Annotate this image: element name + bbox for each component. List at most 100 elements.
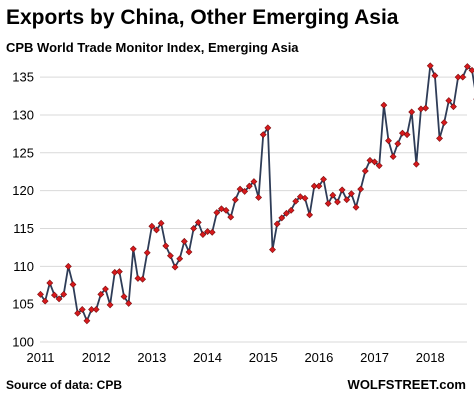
data-point	[143, 249, 151, 257]
data-point	[153, 226, 160, 234]
data-point	[408, 108, 416, 116]
chart-subtitle: CPB World Trade Monitor Index, Emerging …	[6, 40, 299, 55]
data-point	[92, 306, 100, 313]
data-point	[55, 295, 63, 303]
data-point	[134, 275, 142, 282]
data-point	[403, 131, 411, 139]
series-line	[39, 64, 474, 322]
data-point	[69, 281, 77, 288]
x-axis-ticks: 2011 2012 2013 2014 2015 2016 2017 2018	[27, 350, 445, 365]
y-tick-label: 110	[13, 259, 34, 274]
data-point	[236, 185, 244, 193]
data-point	[343, 196, 351, 204]
data-point	[241, 187, 249, 195]
data-point	[41, 297, 49, 305]
brand-logo-text: WOLFSTREET.com	[347, 377, 466, 392]
x-tick-label: 2012	[82, 350, 111, 365]
data-point	[296, 193, 304, 201]
data-point	[115, 268, 123, 276]
data-point	[250, 178, 258, 185]
data-point	[463, 63, 471, 70]
data-point	[320, 175, 327, 183]
y-tick-label: 120	[12, 183, 34, 198]
data-point	[334, 198, 341, 206]
data-point	[259, 131, 267, 139]
data-point	[468, 66, 474, 74]
data-point	[269, 246, 276, 254]
data-point	[64, 262, 72, 270]
data-point	[190, 225, 198, 232]
data-point	[157, 219, 165, 227]
x-tick-label: 2015	[249, 350, 278, 365]
data-point	[459, 73, 467, 81]
data-point	[426, 62, 434, 70]
data-point	[357, 185, 365, 193]
source-note: Source of data: CPB	[6, 378, 123, 392]
y-tick-label: 135	[12, 70, 34, 85]
data-point	[60, 290, 68, 298]
grid-lines	[40, 76, 467, 343]
data-point	[287, 206, 295, 214]
data-point	[324, 200, 332, 207]
data-point	[454, 73, 462, 81]
data-point	[361, 167, 369, 175]
data-point	[282, 209, 290, 217]
data-point	[222, 206, 230, 214]
data-point	[166, 252, 174, 260]
data-point	[176, 255, 184, 263]
data-point	[227, 213, 235, 221]
data-point	[310, 182, 318, 190]
data-point	[273, 220, 281, 228]
data-point	[162, 242, 170, 250]
data-point	[436, 135, 443, 142]
data-point	[329, 191, 337, 199]
y-tick-label: 105	[12, 297, 34, 312]
data-point	[431, 72, 439, 80]
data-point	[204, 228, 211, 235]
data-point	[315, 182, 323, 190]
x-tick-label: 2014	[193, 350, 222, 365]
data-point	[125, 299, 133, 307]
data-points	[37, 62, 474, 325]
data-point	[385, 137, 392, 145]
data-point	[352, 203, 360, 211]
data-point	[389, 153, 397, 161]
x-tick-label: 2016	[304, 350, 333, 365]
data-point	[347, 190, 355, 198]
x-tick-label: 2018	[416, 350, 445, 365]
data-point	[264, 124, 272, 132]
data-point	[88, 306, 95, 313]
data-point	[97, 290, 105, 298]
data-point	[422, 104, 430, 112]
y-tick-label: 125	[12, 145, 34, 160]
x-tick-label: 2017	[360, 350, 389, 365]
data-point	[380, 101, 388, 109]
x-tick-label: 2011	[27, 350, 55, 365]
data-point	[412, 160, 420, 168]
data-point	[78, 306, 86, 313]
data-point	[194, 219, 202, 226]
data-point	[148, 222, 156, 230]
data-point	[440, 119, 448, 126]
data-point	[129, 245, 137, 253]
data-point	[231, 196, 239, 204]
chart-title: Exports by China, Other Emerging Asia	[6, 6, 399, 29]
data-point	[46, 279, 54, 287]
data-point	[185, 248, 193, 256]
data-point	[245, 182, 253, 190]
data-point	[171, 263, 179, 271]
data-point	[445, 97, 453, 105]
data-point	[450, 103, 457, 111]
data-point	[208, 228, 216, 236]
y-tick-label: 130	[12, 107, 34, 122]
data-point	[74, 309, 82, 317]
data-point	[50, 291, 58, 299]
data-point	[120, 293, 128, 301]
data-point	[255, 194, 263, 201]
data-point	[213, 209, 221, 217]
y-tick-label: 115	[13, 221, 34, 236]
x-tick-label: 2013	[137, 350, 166, 365]
y-tick-label: 100	[12, 335, 34, 350]
data-point	[301, 194, 309, 202]
data-point	[394, 140, 402, 148]
